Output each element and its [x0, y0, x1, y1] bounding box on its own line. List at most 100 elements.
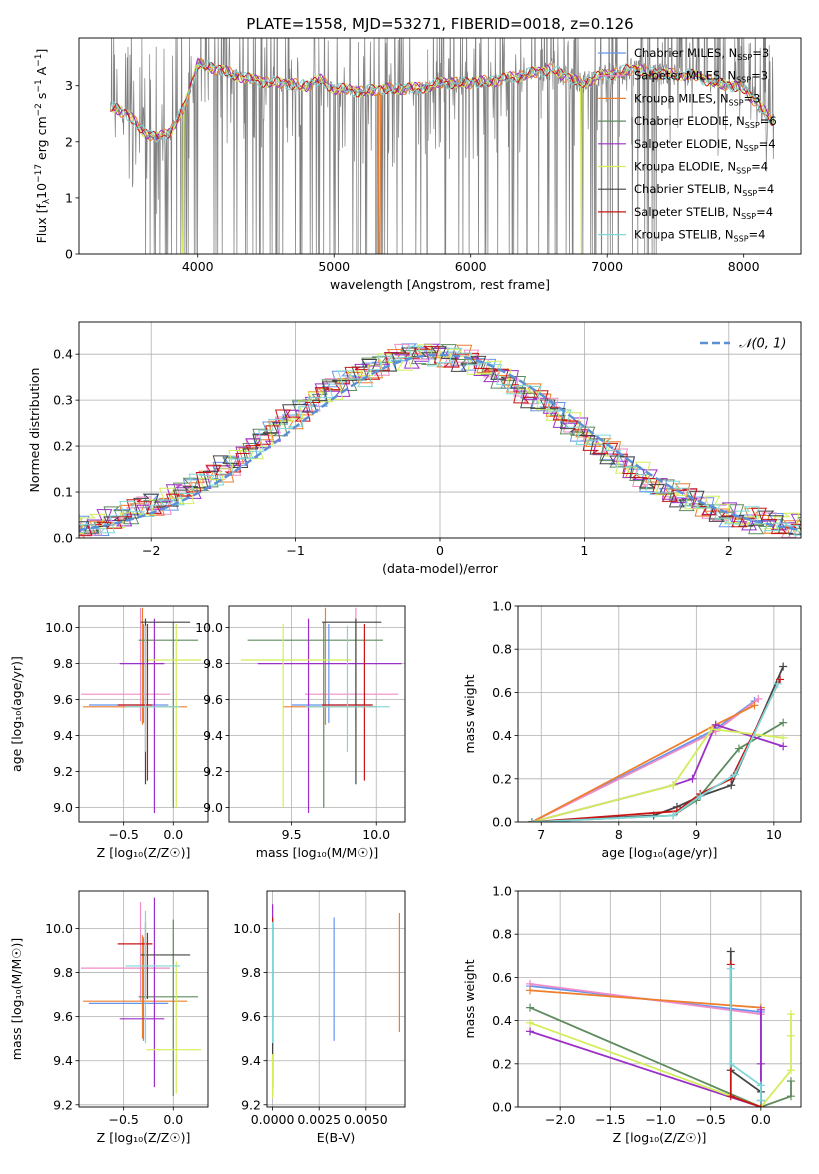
weight-marker: [756, 1096, 765, 1105]
errorbar-point: [117, 624, 153, 781]
axes-frame: [228, 605, 406, 823]
y-label-part: ]: [34, 49, 49, 54]
errorbar-point: [125, 910, 181, 1044]
legend-count: =6: [760, 114, 777, 128]
errorbar-point: [88, 624, 169, 723]
plot-area: [518, 891, 801, 1107]
normal-curve: [79, 353, 801, 532]
legend-model: Salpeter STELIB, N: [634, 205, 741, 219]
weight-marker: [786, 1066, 795, 1075]
legend-sub: SSP: [729, 98, 744, 107]
weight-marker: [526, 1027, 535, 1036]
x-axis-label: Z [log₁₀(Z/Z☉)]: [613, 1130, 707, 1145]
legend-sub: SSP: [742, 189, 757, 198]
x-tick-label: −0.5: [696, 1112, 726, 1127]
y-tick-label: 9.2: [53, 764, 73, 779]
legend-count: =4: [756, 205, 773, 219]
y-tick-label: 9.8: [203, 656, 223, 671]
histogram-kroupa-stelib: [79, 345, 801, 536]
x-tick-label: 7: [537, 827, 545, 842]
legend-count: =4: [757, 182, 774, 196]
weight-marker: [786, 1031, 795, 1040]
x-tick-label: 10.0: [362, 827, 390, 842]
y-tick-label: 9.8: [53, 965, 73, 980]
y-tick-label: 0.4: [53, 347, 73, 362]
errorbar-point: [80, 902, 171, 1002]
y-tick-label: 0.1: [53, 485, 73, 500]
weight-marker: [696, 792, 705, 801]
errorbar-point: [138, 919, 199, 1096]
y-label-part: −2: [34, 103, 44, 116]
axes-frame: [78, 321, 802, 539]
legend-entry: Kroupa MILES, NSSP=3: [634, 91, 760, 107]
y-tick-label: 9.8: [241, 965, 261, 980]
x-axis-label: Z [log₁₀(Z/Z☉)]: [97, 845, 191, 860]
legend-count: =3: [744, 91, 761, 105]
y-axis-label: Normed distribution: [27, 368, 42, 493]
figure-title: PLATE=1558, MJD=53271, FIBERID=0018, z=0…: [246, 15, 633, 33]
x-tick-label: −1.0: [645, 1112, 675, 1127]
y-tick-label: 0.0: [492, 815, 512, 830]
legend-model: Kroupa MILES, N: [634, 91, 729, 105]
weight-marker: [779, 742, 788, 751]
y-tick-label: 9.2: [241, 1097, 261, 1112]
y-tick-label: 0.4: [492, 728, 512, 743]
errorbar-point: [257, 618, 402, 813]
histogram-salpeter-elodie: [79, 343, 801, 536]
legend-count: =4: [759, 137, 776, 151]
y-tick-label: 0.0: [53, 531, 73, 546]
y-tick-label: 9.6: [203, 692, 223, 707]
weight-line-salpeter-stelib: [729, 964, 762, 1107]
x-tick-label: 2: [725, 543, 733, 558]
panel-mass_vs_Z: −0.5 0.0 9.2 9.4 9.6 9.8 10.0 Z [log₁₀(Z/Z☉)] ma…: [9, 890, 209, 1145]
legend-entry: Salpeter ELODIE, NSSP=4: [634, 137, 776, 153]
weight-marker: [786, 1092, 795, 1101]
errorbar-point: [119, 618, 165, 813]
errorbar-point: [80, 607, 171, 722]
x-tick-label: 1: [580, 543, 588, 558]
y-tick-label: 9.4: [53, 1053, 73, 1068]
x-axis-label: mass [log₁₀(M/M☉)]: [256, 845, 378, 860]
histogram-kroupa-elodie: [79, 344, 801, 535]
x-tick-label: −1: [286, 543, 304, 558]
y-tick-label: 9.6: [241, 1009, 261, 1024]
y-tick-label: 0.4: [492, 1013, 512, 1028]
panel-residuals: −2 −1 0 1 2 0.0 0.1 0.2 0.3 0.4 (data-model)/error…: [27, 321, 802, 576]
panel-age_vs_mass: 9.5 10.0 9.0 9.2 9.4 9.6 9.8 10.0 mass [log₁₀(M/…: [195, 605, 406, 860]
y-tick-label: 9.0: [203, 800, 223, 815]
x-tick-label: 8000: [728, 259, 760, 274]
axes-frame: [78, 890, 209, 1108]
legend-model: Chabrier MILES, N: [634, 46, 737, 60]
y-tick-label: 9.4: [203, 728, 223, 743]
histogram-salpeter-stelib: [79, 346, 801, 536]
axes-frame: [517, 890, 802, 1108]
y-tick-label: 2: [65, 134, 73, 149]
y-label-part: λ: [42, 198, 52, 204]
weight-marker: [726, 947, 735, 956]
x-tick-label: 0.0: [163, 827, 183, 842]
y-tick-label: 9.2: [203, 764, 223, 779]
y-tick-label: 0.6: [492, 685, 512, 700]
legend-sub: SSP: [745, 121, 760, 130]
panel-spectrum: 4000 5000 6000 7000 8000 0 1 2 3 wavelength [Angs…: [34, 37, 802, 292]
y-axis-label: age [log₁₀(age/yr)]: [9, 656, 24, 772]
x-tick-label: 0.0: [751, 1112, 771, 1127]
y-tick-label: 0.2: [492, 771, 512, 786]
legend-count: =4: [749, 228, 766, 242]
model-fit-kroupa-stelib: [109, 60, 775, 143]
y-axis-label: Flux [fλ10−17 erg cm−2 s−1 A−1]: [34, 49, 52, 244]
weight-marker: [526, 1003, 535, 1012]
legend-sub: SSP: [736, 167, 751, 176]
errorbar-point: [146, 961, 202, 1094]
plot-area: [109, 38, 775, 254]
x-tick-label: 9: [692, 827, 700, 842]
y-tick-label: 10.0: [195, 620, 223, 635]
y-tick-label: 10.0: [45, 620, 73, 635]
errorbar-point: [305, 625, 390, 752]
x-tick-label: 6000: [455, 259, 487, 274]
y-tick-label: 3: [65, 78, 73, 93]
y-label-part: 10: [34, 183, 49, 199]
panel-weight_vs_Z: −2.0 −1.5 −1.0 −0.5 0.0 0.0 0.2 0.4 0.6 0.8 1.0 Z […: [462, 884, 802, 1145]
weight-marker: [726, 964, 735, 973]
